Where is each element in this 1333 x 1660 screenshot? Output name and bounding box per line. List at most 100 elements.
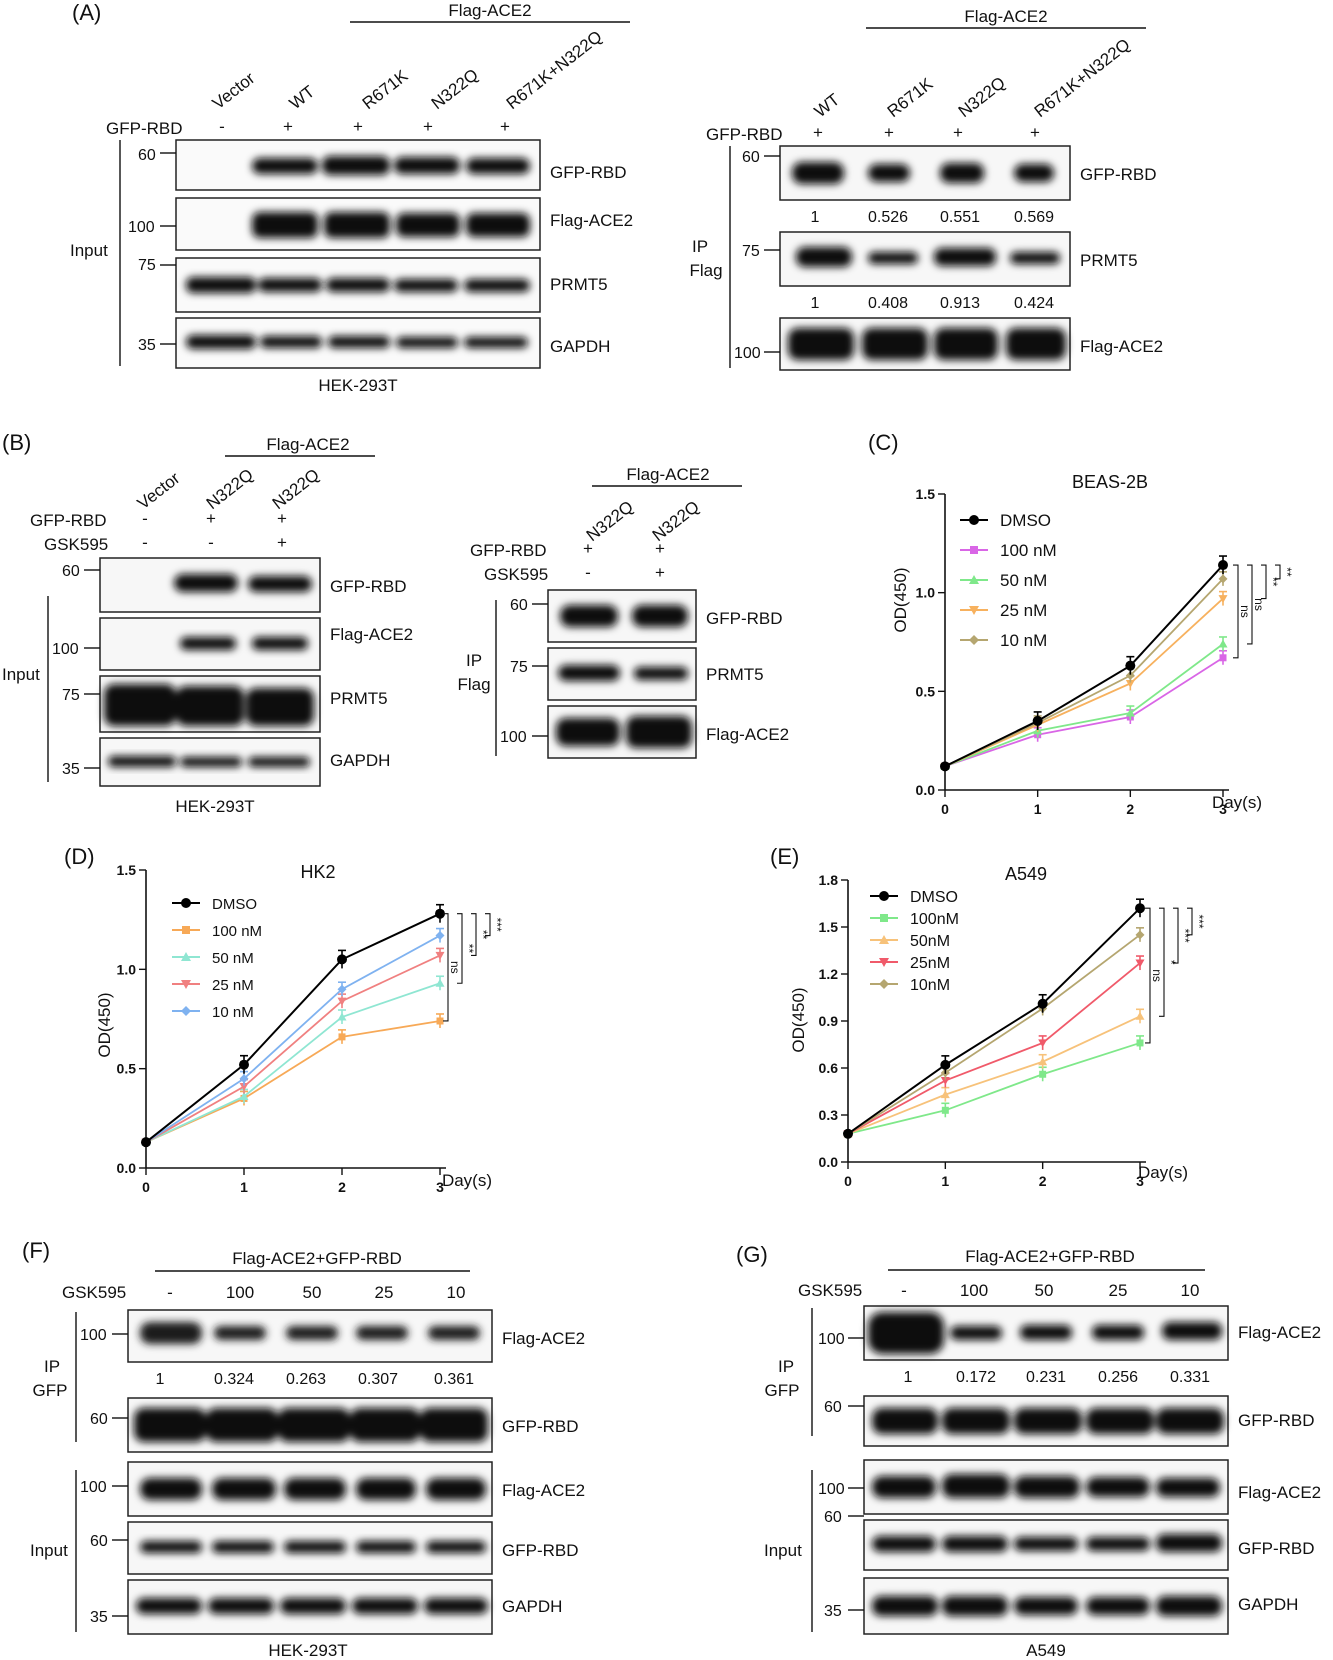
- data-point: [940, 1077, 950, 1086]
- dose-label: 50: [303, 1283, 322, 1302]
- legend-label: 50 nM: [1000, 571, 1047, 590]
- sig-label: ns: [448, 961, 462, 974]
- dose-label: -: [901, 1281, 907, 1300]
- blot-label: PRMT5: [550, 275, 608, 294]
- y-tick-label: 0.3: [819, 1107, 839, 1123]
- quant-value: 0.408: [868, 295, 908, 312]
- blot-label: Flag-ACE2: [1080, 337, 1163, 356]
- sign: -: [142, 509, 148, 528]
- legend-marker: [969, 515, 979, 525]
- cell-line-label: HEK-293T: [268, 1641, 347, 1660]
- sign: +: [277, 509, 287, 528]
- sig-label: ns: [1252, 598, 1266, 611]
- series-line: [847, 1042, 1141, 1135]
- x-tick-label: 2: [1039, 1173, 1047, 1189]
- x-tick-label: 1: [1034, 801, 1042, 817]
- data-point: [1135, 959, 1145, 968]
- data-point: [435, 978, 445, 987]
- sig-bracket: [1247, 564, 1253, 645]
- sign: +: [655, 563, 665, 582]
- data-point: [435, 951, 445, 960]
- data-point: [843, 1128, 853, 1139]
- y-tick-label: 1.0: [117, 961, 137, 977]
- x-tick-label: 2: [1126, 801, 1134, 817]
- lane-label: N322Q: [955, 73, 1009, 121]
- legend-label: 50nM: [910, 933, 950, 950]
- row-label: GFP-RBD: [470, 541, 547, 560]
- x-tick-label: 0: [142, 1179, 150, 1195]
- sig-bracket: [485, 913, 491, 937]
- legend-label: DMSO: [1000, 511, 1051, 530]
- sign: -: [208, 533, 214, 552]
- ip-label: IP: [466, 651, 482, 670]
- data-point: [337, 984, 347, 994]
- data-point: [338, 1033, 346, 1041]
- mw-marker: 60: [510, 597, 528, 614]
- sign: +: [500, 117, 510, 136]
- mw-marker: 35: [90, 1609, 108, 1626]
- input-label: Input: [70, 241, 108, 260]
- legend-label: 25nM: [910, 955, 950, 972]
- sig-label: *: [1164, 960, 1178, 965]
- data-point: [1037, 998, 1048, 1009]
- quant-value: 0.172: [956, 1369, 996, 1386]
- y-tick-label: 0.9: [819, 1013, 839, 1029]
- blot-label: Flag-ACE2: [1238, 1483, 1321, 1502]
- legend-label: 25 nM: [212, 977, 254, 994]
- data-point: [435, 931, 445, 941]
- data-point: [1125, 660, 1136, 671]
- y-tick-label: 0.0: [117, 1160, 137, 1176]
- mw-marker: 35: [824, 1603, 842, 1620]
- mw-marker: 35: [138, 337, 156, 354]
- legend-label: 10 nM: [212, 1004, 254, 1021]
- series-line: [847, 962, 1141, 1135]
- ip-label: GFP: [765, 1381, 800, 1400]
- mw-marker: 100: [818, 1331, 845, 1348]
- sign: -: [142, 533, 148, 552]
- header-label: Flag-ACE2: [964, 7, 1047, 26]
- blot-label: Flag-ACE2: [330, 625, 413, 644]
- blot-label: Flag-ACE2: [1238, 1323, 1321, 1342]
- sig-bracket: [1275, 564, 1281, 580]
- panel-a: (A) Flag-ACE2 Vector WT R671K N322Q R671…: [70, 0, 633, 395]
- x-tick-label: 3: [1219, 801, 1227, 817]
- y-tick-label: 0.0: [916, 782, 936, 798]
- lane-label: N322Q: [428, 65, 482, 113]
- sig-bracket: [1173, 907, 1179, 964]
- data-point: [940, 1090, 950, 1099]
- blot-label: GAPDH: [330, 751, 390, 770]
- legend-marker: [181, 898, 191, 908]
- sign: +: [884, 123, 894, 142]
- sig-label: ***: [1178, 929, 1192, 943]
- data-point: [940, 1059, 951, 1070]
- panel-label-e: (E): [770, 844, 799, 869]
- sign: +: [655, 539, 665, 558]
- blot-label: GFP-RBD: [502, 1541, 579, 1560]
- sign: +: [423, 117, 433, 136]
- mw-marker: 35: [62, 761, 80, 778]
- series-line: [944, 657, 1224, 768]
- ip-label: Flag: [689, 261, 722, 280]
- gfp-rbd-row-label: GFP-RBD: [106, 119, 183, 138]
- mw-marker: 60: [138, 147, 156, 164]
- mw-marker: 60: [90, 1533, 108, 1550]
- x-tick-label: 2: [338, 1179, 346, 1195]
- series-line: [944, 597, 1224, 768]
- row-label: GFP-RBD: [30, 511, 107, 530]
- y-tick-label: 1.5: [916, 486, 936, 502]
- data-point: [1135, 903, 1145, 914]
- mw-marker: 75: [510, 659, 528, 676]
- legend-marker: [970, 546, 978, 554]
- mw-marker: 100: [80, 1479, 107, 1496]
- lane-label: N322Q: [649, 497, 703, 545]
- series-line: [847, 907, 1141, 1135]
- sig-label: **: [1266, 577, 1280, 587]
- blot-label: GAPDH: [502, 1597, 562, 1616]
- dose-label: 10: [1181, 1281, 1200, 1300]
- cell-line-label: HEK-293T: [318, 376, 397, 395]
- legend-marker: [880, 914, 888, 922]
- series-line: [145, 982, 441, 1143]
- x-axis-label: Day(s): [1138, 1163, 1188, 1182]
- sign: +: [1030, 123, 1040, 142]
- data-point: [1136, 1039, 1144, 1047]
